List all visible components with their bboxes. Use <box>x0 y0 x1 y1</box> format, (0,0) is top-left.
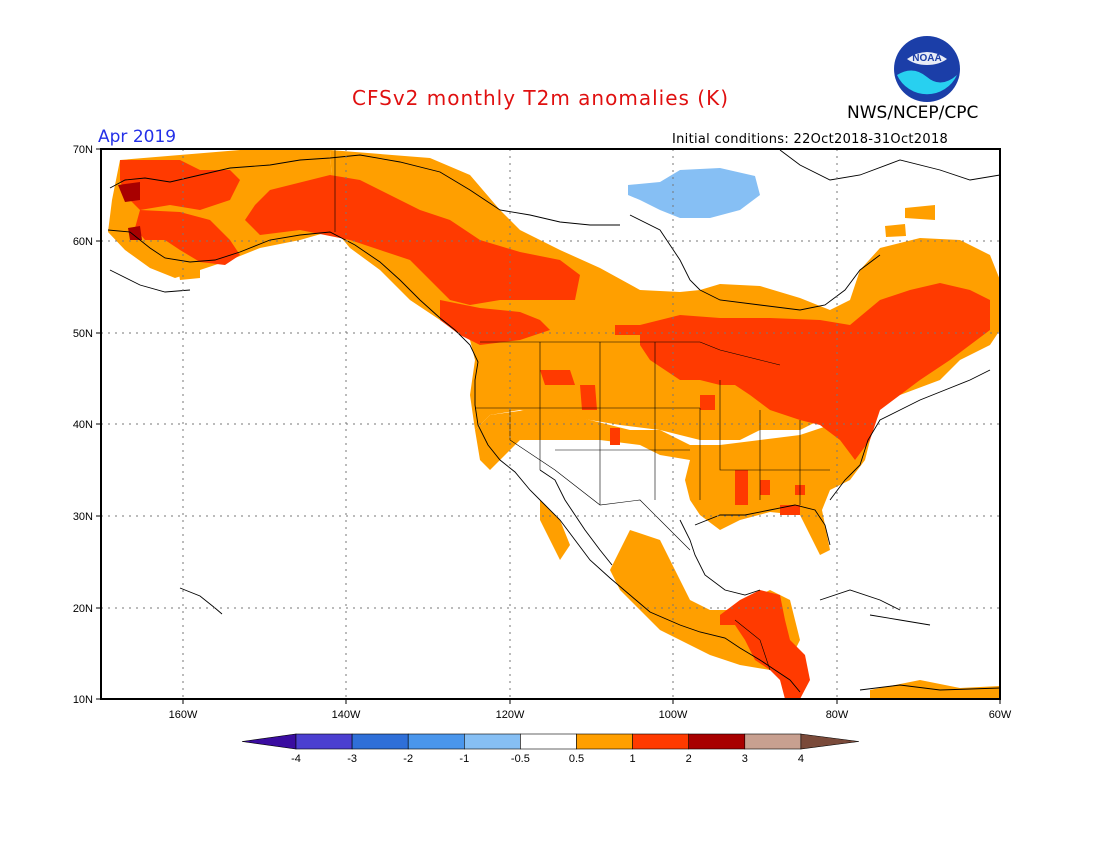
colorbar-label: -4 <box>291 753 301 765</box>
lon-label: 120W <box>496 709 525 721</box>
colorbar-label: 3 <box>742 753 748 765</box>
lon-label: 100W <box>659 709 688 721</box>
colorbar-label: -3 <box>347 753 357 765</box>
colorbar-swatch <box>520 733 577 750</box>
lon-label: 140W <box>332 709 361 721</box>
colorbar-swatch <box>688 733 746 750</box>
lon-labels: 160W 140W 120W 100W 80W 60W <box>169 709 1012 721</box>
lat-label: 60N <box>73 236 93 248</box>
map-field <box>101 149 1000 699</box>
colorbar-arrow-high <box>800 733 859 750</box>
initial-conditions-label: Initial conditions: 22Oct2018-31Oct2018 <box>672 132 949 147</box>
colorbar-swatch <box>744 733 802 750</box>
map-title: CFSv2 monthly T2m anomalies (K) <box>352 86 729 110</box>
colorbar-swatch <box>576 733 633 750</box>
colorbar-swatch <box>407 733 465 750</box>
colorbar-swatch <box>351 733 409 750</box>
noaa-logo-icon: NOAA <box>894 36 960 102</box>
colorbar-swatch <box>463 733 521 750</box>
lat-label: 70N <box>73 144 93 156</box>
colorbar-swatch <box>632 733 689 750</box>
svg-text:NOAA: NOAA <box>912 53 941 64</box>
lat-label: 50N <box>73 328 93 340</box>
coastlines <box>107 149 1000 693</box>
lat-label: 20N <box>73 603 93 615</box>
lon-label: 160W <box>169 709 198 721</box>
lat-label: 30N <box>73 511 93 523</box>
colorbar: -4 -3 -2 -1 -0.5 0.5 1 2 3 4 <box>241 733 859 765</box>
lat-ticks <box>96 148 1001 704</box>
lon-label: 80W <box>826 709 849 721</box>
anomaly-neg0.5-neg1-region <box>628 168 760 218</box>
colorbar-arrow-low <box>241 733 297 750</box>
colorbar-label: 0.5 <box>569 753 584 765</box>
graticule <box>101 149 1000 699</box>
lon-label: 60W <box>989 709 1012 721</box>
anomaly-2-3-region <box>118 182 142 240</box>
colorbar-label: 4 <box>798 753 804 765</box>
colorbar-label: 2 <box>686 753 692 765</box>
colorbar-label: -0.5 <box>511 753 530 765</box>
agency-label: NWS/NCEP/CPC <box>847 103 979 123</box>
lat-label: 10N <box>73 694 93 706</box>
lat-labels: 70N 60N 50N 40N 30N 20N 10N <box>73 144 93 706</box>
colorbar-label: -1 <box>459 753 469 765</box>
anomaly-1-2-region <box>120 160 990 699</box>
colorbar-label: -2 <box>403 753 413 765</box>
forecast-period-label: Apr 2019 <box>98 127 177 147</box>
colorbar-label: 1 <box>630 753 636 765</box>
lat-label: 40N <box>73 419 93 431</box>
colorbar-swatch <box>295 733 353 750</box>
